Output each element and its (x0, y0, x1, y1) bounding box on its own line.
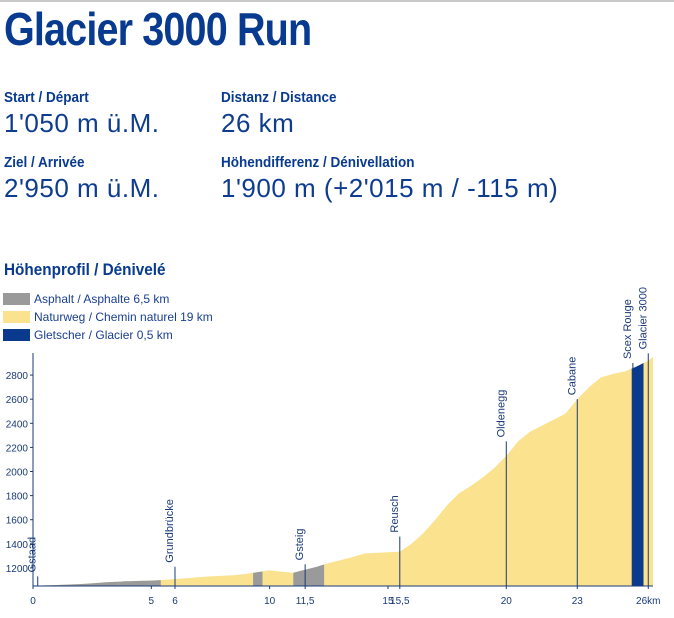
x-tick-label-8: 23 (572, 596, 584, 607)
elevation-label: Höhendifferenz / Dénivellation (221, 154, 415, 171)
marker-label-2: Gsteig (294, 529, 306, 561)
profile-segment-asphalt-0 (118, 580, 161, 586)
marker-label-6: Scex Rouge (622, 299, 634, 359)
y-tick-label-7: 2600 (6, 395, 29, 406)
x-tick-label-7: 20 (501, 596, 513, 607)
y-tick-label-2: 1600 (6, 516, 29, 527)
legend-item-glacier: Gletscher / Glacier 0,5 km (3, 326, 213, 344)
legend: Asphalt / Asphalte 6,5 km Naturweg / Che… (3, 290, 213, 344)
marker-label-3: Reusch (389, 495, 401, 532)
elevation-stat: Höhendifferenz / Dénivellation 1'900 m (… (221, 154, 558, 204)
start-label: Start / Départ (4, 89, 89, 106)
x-tick-label-4: 11,5 (296, 596, 315, 607)
distance-label: Distanz / Distance (221, 89, 337, 106)
y-tick-label-5: 2200 (6, 443, 29, 454)
start-stat: Start / Départ 1'050 m ü.M. (4, 89, 159, 139)
marker-label-0: Gstaad (27, 537, 39, 572)
marker-label-1: Grundbrücke (164, 499, 176, 563)
y-tick-label-0: 1200 (6, 564, 29, 575)
legend-label-trail: Naturweg / Chemin naturel 19 km (34, 310, 213, 324)
legend-label-asphalt: Asphalt / Asphalte 6,5 km (34, 292, 170, 306)
finish-label: Ziel / Arrivée (4, 154, 85, 171)
marker-label-5: Cabane (566, 357, 578, 396)
profile-area-trail (33, 357, 653, 586)
start-value: 1'050 m ü.M. (4, 108, 160, 138)
x-tick-label-6: 15,5 (390, 596, 410, 607)
elevation-profile-chart: 1200 1400 1600 1800 2000 2200 2400 2600 2800 0 5 6 1… (6, 287, 661, 607)
marker-label-7: Glacier 3000 (637, 287, 649, 349)
marker-label-4: Oldenegg (495, 390, 507, 438)
profile-segment-asphalt-1 (253, 571, 263, 586)
y-tick-label-1: 1400 (6, 540, 29, 551)
elevation-value: 1'900 m (+2'015 m / -115 m) (221, 173, 559, 203)
profile-segment-asphalt-start (33, 581, 119, 586)
legend-item-asphalt: Asphalt / Asphalte 6,5 km (3, 290, 213, 308)
legend-item-trail: Naturweg / Chemin naturel 19 km (3, 308, 213, 326)
finish-value: 2'950 m ü.M. (4, 173, 160, 203)
profile-title: Höhenprofil / Dénivelé (4, 260, 166, 279)
top-border (0, 0, 674, 2)
x-tick-label-5: 15 (382, 596, 394, 607)
legend-swatch-asphalt (3, 293, 30, 305)
y-tick-label-4: 2000 (6, 468, 29, 479)
y-tick-label-3: 1800 (6, 492, 29, 503)
legend-label-glacier: Gletscher / Glacier 0,5 km (34, 328, 173, 342)
legend-swatch-trail (3, 311, 30, 323)
x-tick-label-1: 5 (149, 596, 155, 607)
profile-segment-glacier-3 (631, 363, 644, 586)
distance-value: 26 km (221, 108, 295, 138)
legend-swatch-glacier (3, 329, 30, 341)
x-tick-label-2: 6 (172, 596, 178, 607)
x-tick-label-0: 0 (30, 596, 36, 607)
distance-stat: Distanz / Distance 26 km (221, 89, 349, 139)
x-tick-label-3: 10 (264, 596, 276, 607)
finish-stat: Ziel / Arrivée 2'950 m ü.M. (4, 154, 159, 204)
y-tick-label-8: 2800 (6, 371, 29, 382)
profile-segment-asphalt-2 (293, 564, 325, 586)
x-tick-label-9: 26km (636, 596, 660, 607)
y-tick-label-6: 2400 (6, 419, 29, 430)
page-title: Glacier 3000 Run (4, 3, 312, 55)
